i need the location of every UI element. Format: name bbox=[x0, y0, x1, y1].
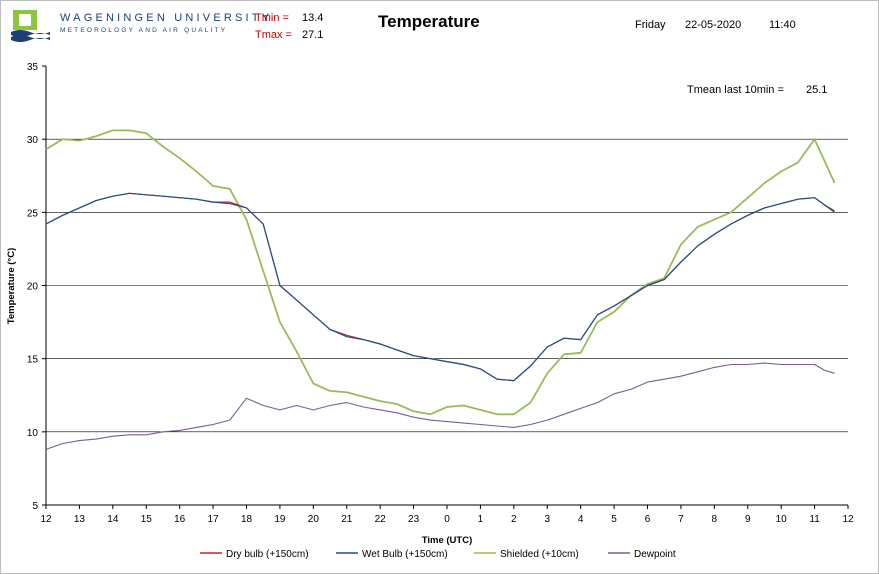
x-tick-label: 1 bbox=[478, 514, 484, 525]
x-tick-label: 20 bbox=[308, 514, 320, 525]
x-tick-label: 0 bbox=[444, 514, 450, 525]
y-tick-label: 25 bbox=[27, 208, 39, 219]
tmin-label: Tmin = bbox=[255, 12, 289, 24]
x-tick-label: 5 bbox=[611, 514, 617, 525]
day-label: Friday bbox=[635, 19, 666, 31]
legend-label: Dewpoint bbox=[634, 549, 676, 560]
x-tick-label: 6 bbox=[645, 514, 651, 525]
wageningen-logo-icon bbox=[11, 10, 50, 42]
series-shielded bbox=[45, 129, 836, 416]
y-tick-label: 20 bbox=[27, 282, 39, 293]
x-axis-title: Time (UTC) bbox=[422, 535, 473, 546]
x-tick-label: 23 bbox=[408, 514, 420, 525]
x-tick-label: 12 bbox=[842, 514, 854, 525]
time-label: 11:40 bbox=[769, 19, 796, 31]
university-name: WAGENINGEN UNIVERSITY bbox=[60, 12, 273, 24]
x-tick-label: 22 bbox=[375, 514, 387, 525]
chart-title: Temperature bbox=[378, 12, 480, 31]
series-wet-bulb bbox=[45, 192, 835, 382]
x-tick-label: 16 bbox=[174, 514, 186, 525]
legend-label: Wet Bulb (+150cm) bbox=[362, 549, 448, 560]
x-tick-label: 12 bbox=[40, 514, 52, 525]
tmean-value: 25.1 bbox=[806, 84, 828, 96]
tmax-label: Tmax = bbox=[255, 29, 292, 41]
series-dry-bulb bbox=[45, 192, 835, 382]
x-tick-label: 18 bbox=[241, 514, 253, 525]
x-tick-label: 17 bbox=[208, 514, 220, 525]
y-tick-label: 15 bbox=[27, 355, 39, 366]
x-tick-label: 14 bbox=[107, 514, 119, 525]
x-tick-label: 2 bbox=[511, 514, 517, 525]
x-tick-label: 8 bbox=[712, 514, 718, 525]
x-tick-label: 13 bbox=[74, 514, 86, 525]
tmean-label: Tmean last 10min = bbox=[687, 84, 784, 96]
x-tick-label: 9 bbox=[745, 514, 751, 525]
x-tick-label: 21 bbox=[341, 514, 353, 525]
date-label: 22-05-2020 bbox=[685, 19, 742, 31]
tmin-value: 13.4 bbox=[302, 12, 324, 24]
y-tick-label: 35 bbox=[27, 62, 39, 73]
x-tick-label: 11 bbox=[809, 514, 820, 525]
x-tick-label: 10 bbox=[776, 514, 788, 525]
department-name: METEOROLOGY AND AIR QUALITY bbox=[60, 27, 228, 34]
tmax-value: 27.1 bbox=[302, 29, 324, 41]
x-tick-label: 7 bbox=[678, 514, 684, 525]
legend-label: Shielded (+10cm) bbox=[500, 549, 579, 560]
series-dewpoint bbox=[45, 362, 835, 450]
y-tick-label: 30 bbox=[27, 135, 39, 146]
y-tick-label: 10 bbox=[27, 428, 39, 439]
x-tick-label: 19 bbox=[274, 514, 286, 525]
x-tick-label: 15 bbox=[141, 514, 153, 525]
x-tick-label: 4 bbox=[578, 514, 584, 525]
x-tick-label: 3 bbox=[544, 514, 550, 525]
y-axis-title: Temperature (°C) bbox=[6, 248, 17, 324]
y-tick-label: 5 bbox=[32, 501, 38, 512]
legend-label: Dry bulb (+150cm) bbox=[226, 549, 309, 560]
